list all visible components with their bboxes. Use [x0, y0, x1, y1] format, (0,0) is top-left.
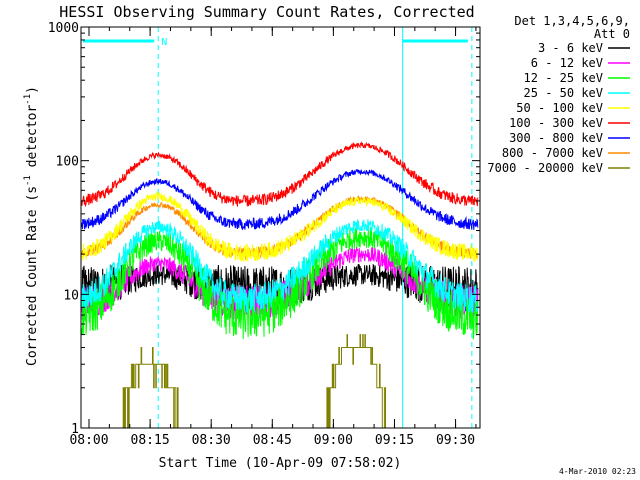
x-tick-label: 08:00 — [69, 433, 108, 448]
x-tick-label: 09:30 — [436, 433, 475, 448]
series-layer — [81, 141, 479, 429]
series-line-100-300keV — [81, 141, 479, 208]
legend-label: 6 - 12 keV — [531, 56, 603, 70]
plot-axes: 1 10 100 1000 08:00 08:15 08:30 08:45 09:00 09:15… — [48, 21, 481, 448]
x-tick-label: 08:30 — [192, 433, 231, 448]
legend-label: 800 - 7000 keV — [502, 146, 603, 160]
y-tick-label: 1 — [71, 422, 79, 437]
series-line-50-100keV — [81, 190, 479, 263]
x-tick-label: 09:00 — [314, 433, 353, 448]
x-tick-label: 08:45 — [253, 433, 292, 448]
series-line-25-50keV — [81, 219, 479, 313]
plot-frame — [80, 26, 481, 429]
x-axis-label: Start Time (10-Apr-09 07:58:02) — [159, 456, 402, 471]
plot-timestamp: 4-Mar-2010 02:23 — [559, 467, 636, 476]
flag-label: N — [161, 37, 167, 48]
x-tick-label: 09:15 — [375, 433, 414, 448]
series-line-300-800keV — [81, 169, 479, 230]
legend-label: 25 - 50 keV — [524, 86, 603, 100]
y-tick-label: 100 — [56, 155, 79, 170]
x-tick-label: 08:15 — [131, 433, 170, 448]
legend-label: 300 - 800 keV — [509, 131, 603, 145]
series-line-7000-20000keV — [121, 334, 387, 429]
legend-label: 12 - 25 keV — [524, 71, 603, 85]
legend-label: 100 - 300 keV — [509, 116, 603, 130]
y-tick-label: 1000 — [48, 21, 79, 36]
y-axis-label: Corrected Count Rate (s-1 detector-1) — [23, 86, 40, 366]
legend-title-line-2: Att 0 — [594, 27, 630, 41]
legend-label: 50 - 100 keV — [516, 101, 603, 115]
y-tick-label: 10 — [63, 288, 79, 303]
legend-label: 7000 - 20000 keV — [487, 161, 603, 175]
legend-title-line-1: Det 1,3,4,5,6,9, — [514, 14, 630, 28]
chart-title: HESSI Observing Summary Count Rates, Cor… — [59, 3, 474, 21]
legend-label: 3 - 6 keV — [538, 41, 603, 55]
